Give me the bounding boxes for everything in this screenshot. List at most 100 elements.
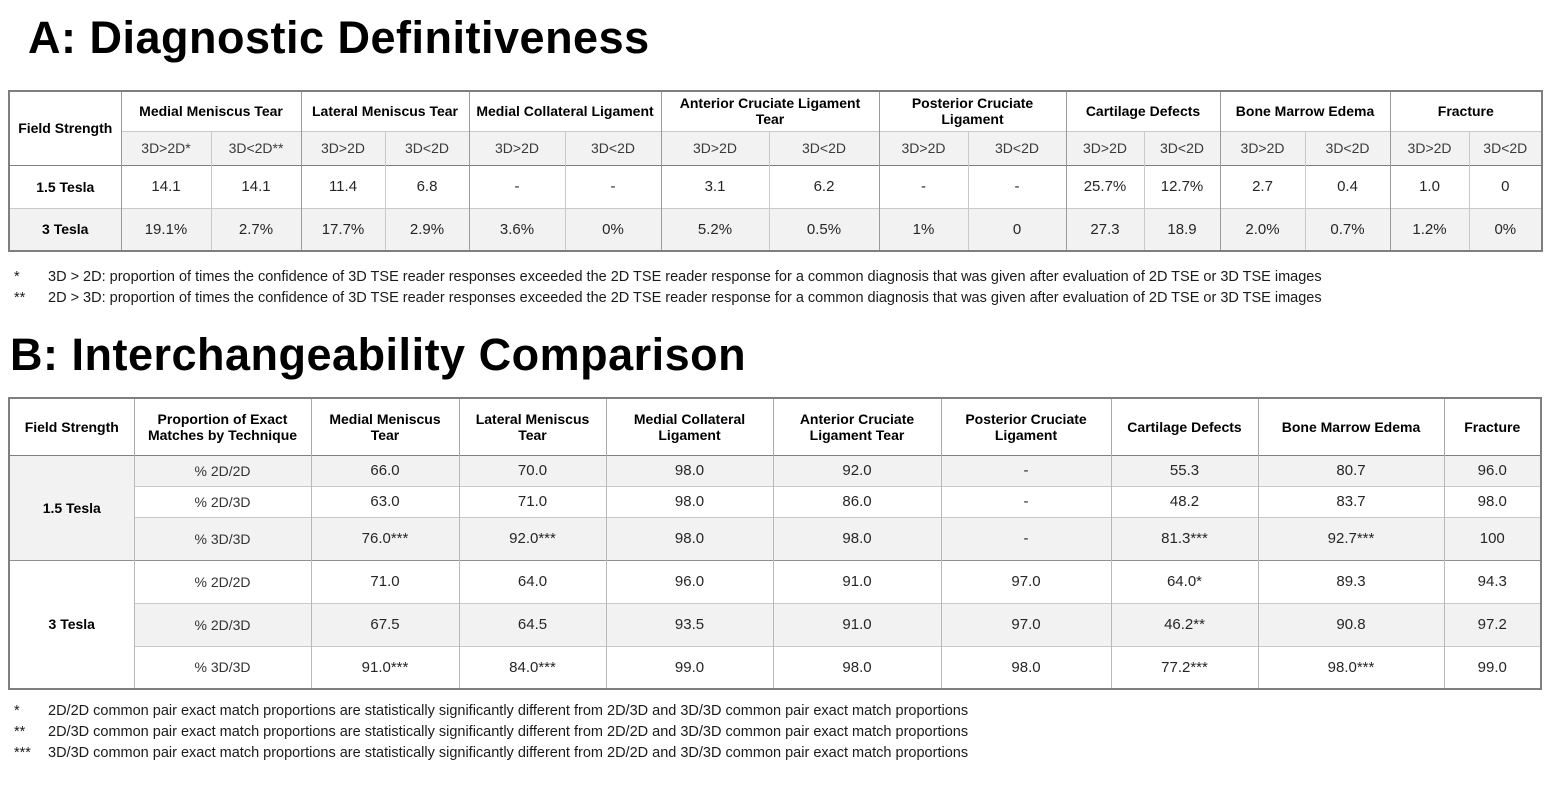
data-cell: 2.7% (210, 207, 301, 251)
table-row: % 2D/3D 63.0 71.0 98.0 86.0-48.2 83.7 98.0 (9, 485, 1541, 517)
data-cell: 98.0 (772, 645, 941, 689)
data-cell: 91.0*** (310, 645, 459, 689)
data-cell: 3.6% (468, 207, 565, 251)
data-cell: 0.7% (1304, 207, 1391, 251)
data-cell: 98.0 (605, 516, 773, 560)
row-header: 1.5 Tesla (9, 164, 121, 208)
technique-cell: % 3D/3D (133, 516, 311, 560)
footnote-marker: * (14, 269, 20, 285)
footnote-text: 3D > 2D: proportion of times the confide… (48, 269, 1322, 285)
data-cell: 19.1% (120, 207, 211, 251)
table-b-header-row: Field Strength Proportion of Exact Matche… (9, 397, 1541, 455)
data-cell: 98.0 (772, 516, 941, 560)
column-subheader: 3D>2D (1219, 130, 1306, 165)
data-cell: 6.8 (384, 164, 469, 208)
table-b-footnotes: * 2D/2D common pair exact match proporti… (14, 701, 1547, 764)
data-cell: 96.0 (605, 559, 773, 603)
data-cell: 80.7 (1257, 454, 1444, 486)
data-cell: 91.0 (772, 559, 941, 603)
footnote-marker: * (14, 703, 20, 719)
data-cell: 0 (967, 207, 1066, 251)
data-cell: 86.0 (772, 485, 941, 517)
technique-cell: % 2D/3D (133, 602, 311, 646)
column-header: Cartilage Defects (1110, 397, 1258, 455)
data-cell: 99.0 (605, 645, 773, 689)
table-row: % 3D/3D 91.0*** 84.0*** 99.0 98.0 98.0 77.2***… (9, 645, 1541, 689)
column-subheader: 3D<2D (768, 130, 879, 165)
column-subheader: 3D>2D (878, 130, 968, 165)
column-subheader: 3D>2D (1389, 130, 1470, 165)
column-group-header: Fracture (1389, 90, 1543, 131)
section-b-title: B: Interchangeability Comparison (10, 329, 747, 380)
footnote-marker: ** (14, 290, 26, 306)
data-cell: - (878, 164, 968, 208)
table-a-footnotes: * 3D > 2D: proportion of times the confi… (14, 267, 1547, 309)
data-cell: 6.2 (768, 164, 879, 208)
technique-cell: % 2D/3D (133, 485, 311, 517)
tesla-group-header: 1.5 Tesla (9, 454, 134, 560)
data-cell: - (564, 164, 661, 208)
data-cell: 71.0 (458, 485, 606, 517)
footnote-text: 2D/2D common pair exact match proportion… (48, 703, 969, 719)
column-subheader: 3D<2D (967, 130, 1066, 165)
column-header: Medial Meniscus Tear (310, 397, 459, 455)
column-subheader: 3D<2D (1468, 130, 1543, 165)
table-a-group-header-row: Field Strength Medial Meniscus Tear Later… (9, 90, 1543, 165)
table-row: 1.5 Tesla 14.1 14.1 11.4 6.8- -3.1 6.2- -25.7% 1… (9, 164, 1543, 208)
table-row: 1.5 Tesla% 2D/2D 66.0 70.0 98.0 92.0-55.3 80.… (9, 454, 1541, 560)
column-group-header: Lateral Meniscus Tear (300, 90, 469, 131)
footnote-text: 2D/3D common pair exact match proportion… (48, 724, 969, 740)
column-header: Bone Marrow Edema (1257, 397, 1444, 455)
footnote-text: 2D > 3D: proportion of times the confide… (48, 290, 1322, 306)
data-cell: 98.0*** (1257, 645, 1444, 689)
data-cell: 64.0 (458, 559, 606, 603)
diagnostic-definitiveness-table: Field Strength Medial Meniscus Tear Later… (8, 90, 1544, 252)
footnote: * 2D/2D common pair exact match proporti… (14, 701, 1547, 722)
data-cell: 97.0 (940, 602, 1111, 646)
column-header: Field Strength (9, 397, 134, 455)
footnote-marker: *** (14, 745, 31, 761)
data-cell: 77.2*** (1110, 645, 1258, 689)
footnote: ** 2D > 3D: proportion of times the conf… (14, 288, 1547, 309)
data-cell: 2.7 (1219, 164, 1306, 208)
column-header: Fracture (1443, 397, 1541, 455)
data-cell: 2.0% (1219, 207, 1306, 251)
data-cell: 1.2% (1389, 207, 1470, 251)
data-cell: 71.0 (310, 559, 459, 603)
technique-cell: % 2D/2D (133, 454, 311, 486)
data-cell: 25.7% (1065, 164, 1144, 208)
data-cell: 17.7% (300, 207, 385, 251)
column-header: Posterior Cruciate Ligament (940, 397, 1111, 455)
column-subheader: 3D<2D (564, 130, 661, 165)
column-subheader: 3D>2D (468, 130, 565, 165)
data-cell: 83.7 (1257, 485, 1444, 517)
column-group-header: Posterior Cruciate Ligament (878, 90, 1066, 131)
column-group-header: Anterior Cruciate Ligament Tear (660, 90, 879, 131)
column-header: Medial Collateral Ligament (605, 397, 773, 455)
data-cell: 97.2 (1443, 602, 1541, 646)
footnote: * 3D > 2D: proportion of times the confi… (14, 267, 1547, 288)
data-cell: 5.2% (660, 207, 769, 251)
footnote: *** 3D/3D common pair exact match propor… (14, 743, 1547, 764)
column-header: Anterior Cruciate Ligament Tear (772, 397, 941, 455)
data-cell: 84.0*** (458, 645, 606, 689)
data-cell: 76.0*** (310, 516, 459, 560)
data-cell: 63.0 (310, 485, 459, 517)
data-cell: 2.9% (384, 207, 469, 251)
technique-cell: % 3D/3D (133, 645, 311, 689)
data-cell: 98.0 (940, 645, 1111, 689)
data-cell: 64.0* (1110, 559, 1258, 603)
table-row: % 2D/3D 67.5 64.5 93.5 91.0 97.0 46.2** 90.8 97.… (9, 602, 1541, 646)
column-subheader: 3D>2D (300, 130, 385, 165)
data-cell: 0 (1468, 164, 1543, 208)
data-cell: 55.3 (1110, 454, 1258, 486)
footnote-marker: ** (14, 724, 26, 740)
data-cell: - (940, 454, 1111, 486)
column-group-header: Medial Meniscus Tear (120, 90, 301, 131)
data-cell: 98.0 (605, 485, 773, 517)
column-subheader: 3D>2D (1065, 130, 1144, 165)
data-cell: - (940, 485, 1111, 517)
data-cell: 98.0 (1443, 485, 1541, 517)
footnote: ** 2D/3D common pair exact match proport… (14, 722, 1547, 743)
data-cell: - (967, 164, 1066, 208)
